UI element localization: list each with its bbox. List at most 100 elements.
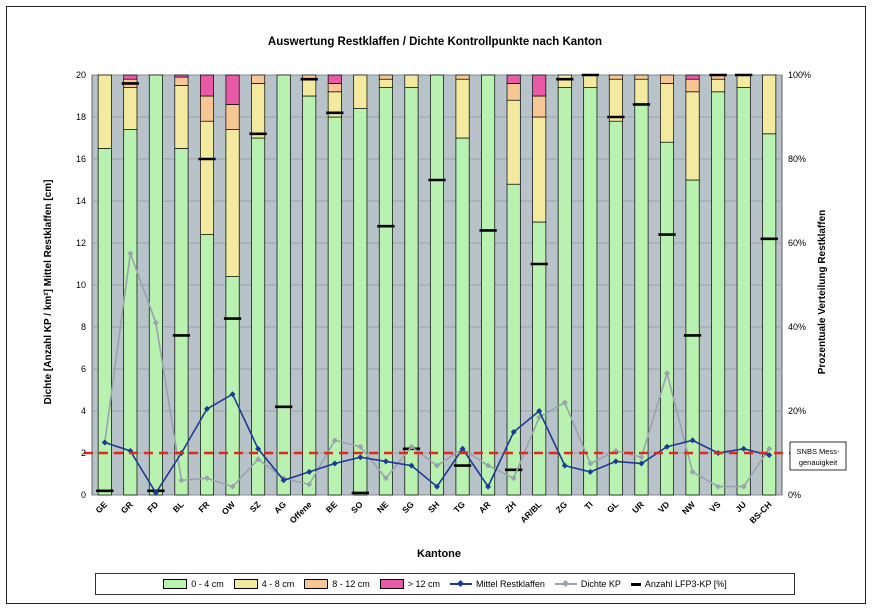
bar-segment-0-4 [430, 74, 444, 496]
y2-tick-label: 40% [788, 322, 806, 332]
x-tick-label: SO [349, 499, 365, 515]
y2-tick-label: 80% [788, 154, 806, 164]
x-tick-label: AG [272, 499, 288, 515]
dichte-kp-point [306, 481, 313, 488]
chart-title: Auswertung Restklaffen / Dichte Kontroll… [268, 36, 602, 48]
bar-segment-8-12 [608, 74, 623, 80]
bar-segment-0-4 [174, 148, 189, 496]
dichte-kp-point [331, 437, 338, 444]
bar-segment-4-8 [378, 78, 393, 88]
mittel-restklaffen-point [229, 391, 236, 398]
bar-segment-4-8 [225, 129, 240, 277]
bar-segment-4-8 [455, 78, 470, 139]
dichte-kp-point [127, 250, 134, 257]
dichte-kp-point [715, 483, 722, 490]
bar-segment-4-8 [608, 78, 623, 122]
x-axis-ticks: GE GR FD BL FR OW SZ AG Offene BE SO NE SG SH TG AR ZH AR… [93, 499, 773, 526]
bar-segment-4-8 [302, 78, 317, 97]
bar-segment-8-12 [634, 74, 649, 80]
bar-segment-4-8 [762, 74, 777, 135]
bar-segment-0-4 [302, 95, 317, 496]
bar-segment-8-12 [327, 83, 342, 93]
mittel-restklaffen-point [101, 439, 108, 446]
mittel-restklaffen-point [331, 460, 338, 467]
mittel-restklaffen-point [536, 408, 543, 414]
x-tick-label: UR [630, 499, 646, 515]
legend-item-mittel: Mittel Restklaffen [450, 579, 545, 589]
legend-line-grey [554, 580, 577, 588]
x-tick-label: FR [196, 499, 211, 514]
chart-svg: Auswertung Restklaffen / Dichte Kontroll… [43, 36, 847, 560]
mittel-restklaffen-point [357, 454, 364, 461]
bar-segment-4-8 [557, 74, 572, 88]
legend: 0 - 4 cm 4 - 8 cm 8 - 12 cm > 12 cm Mitt… [95, 573, 795, 595]
mittel-restklaffen-point [255, 445, 262, 452]
legend-swatch-orange [304, 579, 329, 589]
bar-segment-gt12 [123, 74, 138, 80]
y-tick-label: 14 [76, 196, 86, 206]
bar-segment-0-4 [200, 234, 214, 496]
dichte-kp-point [152, 319, 159, 326]
x-tick-label: GL [605, 499, 620, 514]
bar-segment-gt12 [532, 74, 547, 97]
bar-segment-4-8 [736, 74, 751, 88]
bar-segment-8-12 [532, 95, 547, 118]
y-tick-label: 18 [76, 112, 86, 122]
y-tick-label: 20 [76, 70, 86, 80]
mittel-restklaffen-point [587, 468, 594, 475]
bar-segment-0-4 [762, 133, 777, 496]
threshold-label-line2: genauigkeit [799, 458, 838, 467]
mittel-restklaffen-point [740, 445, 747, 452]
bar-segment-8-12 [225, 104, 240, 130]
y2-axis-ticks: 0% 20% 40% 60% 80% 100% [788, 70, 811, 500]
x-tick-label: NE [375, 499, 391, 515]
bar-segment-0-4 [736, 87, 751, 496]
bar-segment-4-8 [634, 78, 649, 105]
dichte-kp-point [689, 468, 696, 475]
bar-segment-4-8 [532, 116, 547, 223]
dichte-kp-point [408, 443, 415, 450]
x-tick-label: BS-CH [748, 499, 774, 525]
legend-item-dichte: Dichte KP [554, 579, 621, 589]
dichte-kp-point [357, 443, 364, 450]
threshold-label: SNBS Mess- genauigkeit [789, 441, 847, 471]
bar-segment-0-4 [123, 129, 138, 496]
legend-swatch-yellow [233, 579, 258, 589]
legend-label: Anzahl LFP3-KP [%] [644, 579, 727, 589]
bar-segment-0-4 [634, 104, 649, 496]
legend-label: > 12 cm [407, 579, 441, 589]
mittel-restklaffen-point [306, 468, 313, 475]
x-tick-label: VD [656, 499, 671, 514]
bar-segment-0-4 [276, 74, 291, 496]
x-tick-label: NW [680, 499, 698, 517]
legend-swatch-green [163, 579, 188, 589]
dichte-kp-point [638, 454, 645, 461]
bar-segment-4-8 [353, 74, 368, 109]
legend-item-4-8: 4 - 8 cm [233, 579, 294, 589]
mittel-restklaffen-point [485, 483, 492, 490]
dichte-kp-point [740, 483, 747, 490]
x-tick-label: AR/BL [518, 499, 543, 524]
bar-segment-4-8 [200, 120, 214, 235]
y2-tick-label: 20% [788, 406, 806, 416]
bar-segment-4-8 [711, 78, 726, 93]
bar-segment-8-12 [251, 74, 266, 84]
chart-frame: Auswertung Restklaffen / Dichte Kontroll… [6, 6, 866, 604]
y-tick-label: 6 [81, 364, 86, 374]
x-tick-label: AR [477, 499, 493, 515]
x-tick-label: FD [145, 499, 160, 514]
dichte-kp-point [587, 460, 594, 467]
bar-segment-gt12 [506, 74, 521, 84]
bar-segment-0-4 [404, 87, 419, 496]
mittel-restklaffen-point [664, 443, 670, 450]
bar-segment-0-4 [455, 137, 470, 496]
x-tick-label: Offene [288, 499, 314, 525]
mittel-restklaffen-point [434, 483, 440, 490]
x-tick-label: SG [400, 499, 416, 515]
y-axis-label: Dichte [Anzahl KP / km²] Mittel Restklaf… [43, 180, 54, 405]
y-tick-label: 2 [81, 448, 86, 458]
x-tick-label: ZG [554, 499, 570, 515]
dichte-kp-point [485, 462, 492, 469]
y-tick-label: 12 [76, 238, 86, 248]
dichte-kp-point [561, 399, 568, 406]
